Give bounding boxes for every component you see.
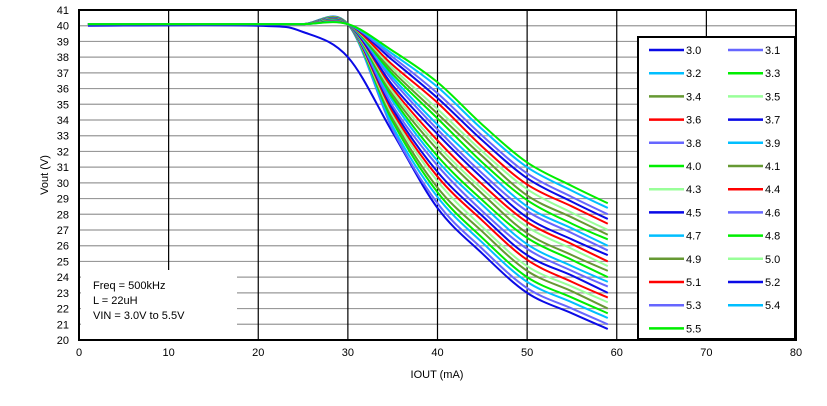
y-tick-label: 32 (57, 146, 69, 158)
y-tick-label: 34 (57, 115, 69, 127)
y-tick-label: 26 (57, 241, 69, 253)
x-tick-label: 80 (790, 347, 802, 359)
legend: 3.0 3.1 3.2 3.3 3.4 3.5 3.6 3.7 3.8 3.9 4.0 4.1 4.3 4… (637, 36, 796, 340)
y-tick-label: 33 (57, 131, 69, 143)
x-tick-label: 0 (76, 347, 82, 359)
legend-label: 3.1 (765, 45, 780, 57)
legend-label: 4.8 (765, 231, 780, 243)
legend-label: 4.5 (686, 207, 701, 219)
y-tick-label: 39 (57, 36, 69, 48)
x-axis-label: IOUT (mA) (411, 369, 464, 381)
legend-label: 3.5 (765, 91, 780, 103)
y-tick-label: 24 (57, 272, 69, 284)
legend-label: 3.0 (686, 45, 701, 57)
y-tick-label: 31 (57, 162, 69, 174)
series-line-5.5 (87, 21, 609, 205)
y-tick-label: 25 (57, 256, 69, 268)
series-lines (87, 15, 609, 330)
legend-label: 3.2 (686, 68, 701, 80)
x-tick-label: 60 (611, 347, 623, 359)
annotation-line: VIN = 3.0V to 5.5V (93, 310, 185, 322)
x-tick-label: 70 (700, 347, 712, 359)
y-tick-label: 20 (57, 335, 69, 347)
y-tick-label: 41 (57, 5, 69, 17)
legend-label: 3.3 (765, 68, 780, 80)
legend-label: 3.9 (765, 138, 780, 150)
y-tick-label: 21 (57, 319, 69, 331)
annotation-line: L = 22uH (93, 295, 138, 307)
x-tick-label: 50 (521, 347, 533, 359)
legend-label: 3.7 (765, 115, 780, 127)
legend-label: 5.3 (686, 300, 701, 312)
legend-label: 4.1 (765, 161, 780, 173)
y-tick-label: 22 (57, 304, 69, 316)
y-tick-label: 38 (57, 52, 69, 64)
annotation-line: Freq = 500kHz (93, 280, 165, 292)
y-tick-label: 29 (57, 194, 69, 206)
legend-label: 4.4 (765, 184, 780, 196)
legend-label: 5.0 (765, 254, 780, 266)
x-tick-label: 10 (163, 347, 175, 359)
y-tick-label: 37 (57, 68, 69, 80)
y-tick-label: 40 (57, 21, 69, 33)
legend-label: 3.6 (686, 115, 701, 127)
legend-label: 3.4 (686, 91, 701, 103)
legend-label: 5.2 (765, 277, 780, 289)
legend-label: 4.9 (686, 254, 701, 266)
y-tick-label: 23 (57, 288, 69, 300)
legend-label: 4.3 (686, 184, 701, 196)
y-tick-label: 36 (57, 84, 69, 96)
legend-label: 5.5 (686, 323, 701, 335)
legend-label: 4.7 (686, 231, 701, 243)
y-tick-label: 28 (57, 209, 69, 221)
y-tick-label: 27 (57, 225, 69, 237)
legend-label: 4.0 (686, 161, 701, 173)
legend-label: 4.6 (765, 207, 780, 219)
legend-label: 5.4 (765, 300, 780, 312)
x-tick-label: 40 (431, 347, 443, 359)
x-tick-label: 20 (252, 347, 264, 359)
tick-labels: 20 21 22 23 24 25 26 27 28 29 30 31 32 33 34 35 36 37 38 39… (57, 5, 802, 359)
y-axis-label: Vout (V) (39, 155, 51, 195)
y-tick-label: 35 (57, 99, 69, 111)
legend-label: 3.8 (686, 138, 701, 150)
y-tick-label: 30 (57, 178, 69, 190)
legend-label: 5.1 (686, 277, 701, 289)
x-tick-label: 30 (342, 347, 354, 359)
annotation-box: Freq = 500kHz L = 22uH VIN = 3.0V to 5.5… (81, 270, 237, 339)
